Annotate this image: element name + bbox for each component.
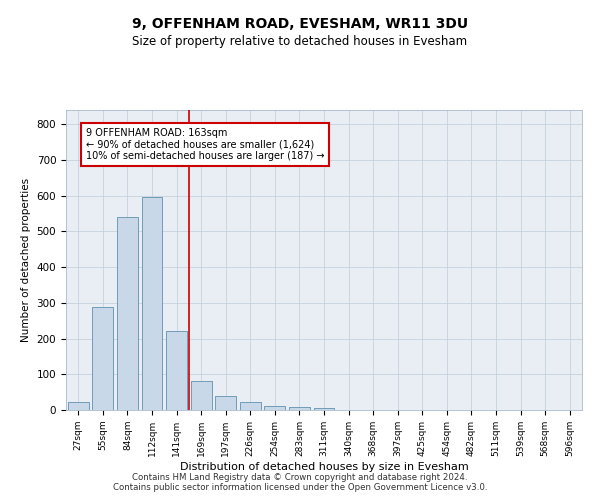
Bar [142, 197, 163, 410]
Bar [191, 382, 212, 410]
Bar [265, 406, 286, 410]
Text: 9, OFFENHAM ROAD, EVESHAM, WR11 3DU: 9, OFFENHAM ROAD, EVESHAM, WR11 3DU [132, 18, 468, 32]
Bar [289, 407, 310, 410]
Bar [314, 408, 334, 410]
Y-axis label: Number of detached properties: Number of detached properties [21, 178, 31, 342]
X-axis label: Distribution of detached houses by size in Evesham: Distribution of detached houses by size … [179, 462, 469, 471]
Bar [92, 307, 113, 410]
Bar [68, 402, 89, 410]
Bar [215, 396, 236, 410]
Bar [240, 402, 261, 410]
Bar [117, 217, 138, 410]
Bar [166, 332, 187, 410]
Text: 9 OFFENHAM ROAD: 163sqm
← 90% of detached houses are smaller (1,624)
10% of semi: 9 OFFENHAM ROAD: 163sqm ← 90% of detache… [86, 128, 324, 161]
Text: Size of property relative to detached houses in Evesham: Size of property relative to detached ho… [133, 35, 467, 48]
Text: Contains HM Land Registry data © Crown copyright and database right 2024.
Contai: Contains HM Land Registry data © Crown c… [113, 473, 487, 492]
